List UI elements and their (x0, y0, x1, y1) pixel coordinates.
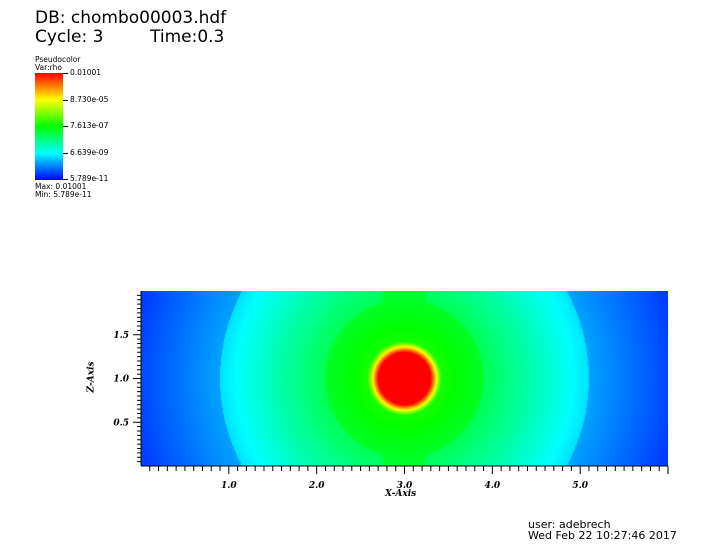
database-label: DB: chombo00003.hdf (35, 8, 227, 28)
colorbar-tick-label: 7.613e-07 (70, 121, 109, 130)
legend-max: Max: 0.01001 (35, 182, 87, 191)
x-tick-label: 2.0 (308, 481, 325, 491)
colorbar (35, 73, 63, 180)
x-tick-label: 4.0 (484, 481, 500, 491)
y-axis-label: Z-Axis (86, 361, 97, 393)
x-tick-label: 1.0 (221, 481, 237, 491)
user-label: user: adebrech (528, 518, 611, 531)
x-axis-label: X-Axis (385, 489, 417, 499)
pseudocolor-plot (141, 291, 668, 466)
x-tick-label: 3.0 (397, 481, 413, 491)
y-tick-label: 1.0 (113, 375, 129, 385)
colorbar-tick (63, 126, 68, 127)
y-tick-label: 0.5 (113, 418, 129, 428)
colorbar-tick-label: 6.639e-09 (70, 147, 109, 157)
time-label: Time:0.3 (150, 27, 225, 47)
colorbar-tick (63, 99, 68, 101)
legend-min: Min: 5.789e-11 (35, 190, 92, 199)
colorbar-tick (63, 152, 68, 154)
cycle-label: Cycle: 3 (35, 27, 104, 47)
legend-plot-type: Pseudocolor (35, 55, 81, 64)
colorbar-tick (63, 73, 68, 74)
colorbar-tick-label: 0.01001 (70, 68, 102, 77)
date-label: Wed Feb 22 10:27:46 2017 (528, 529, 677, 542)
colorbar-tick-label: 8.730e-05 (70, 94, 109, 104)
x-tick-label: 5.0 (572, 481, 588, 491)
colorbar-tick-label: 5.789e-11 (70, 174, 109, 183)
y-tick-label: 1.5 (113, 331, 129, 341)
colorbar-tick (63, 179, 68, 180)
legend-var: Var:rho (35, 63, 62, 72)
